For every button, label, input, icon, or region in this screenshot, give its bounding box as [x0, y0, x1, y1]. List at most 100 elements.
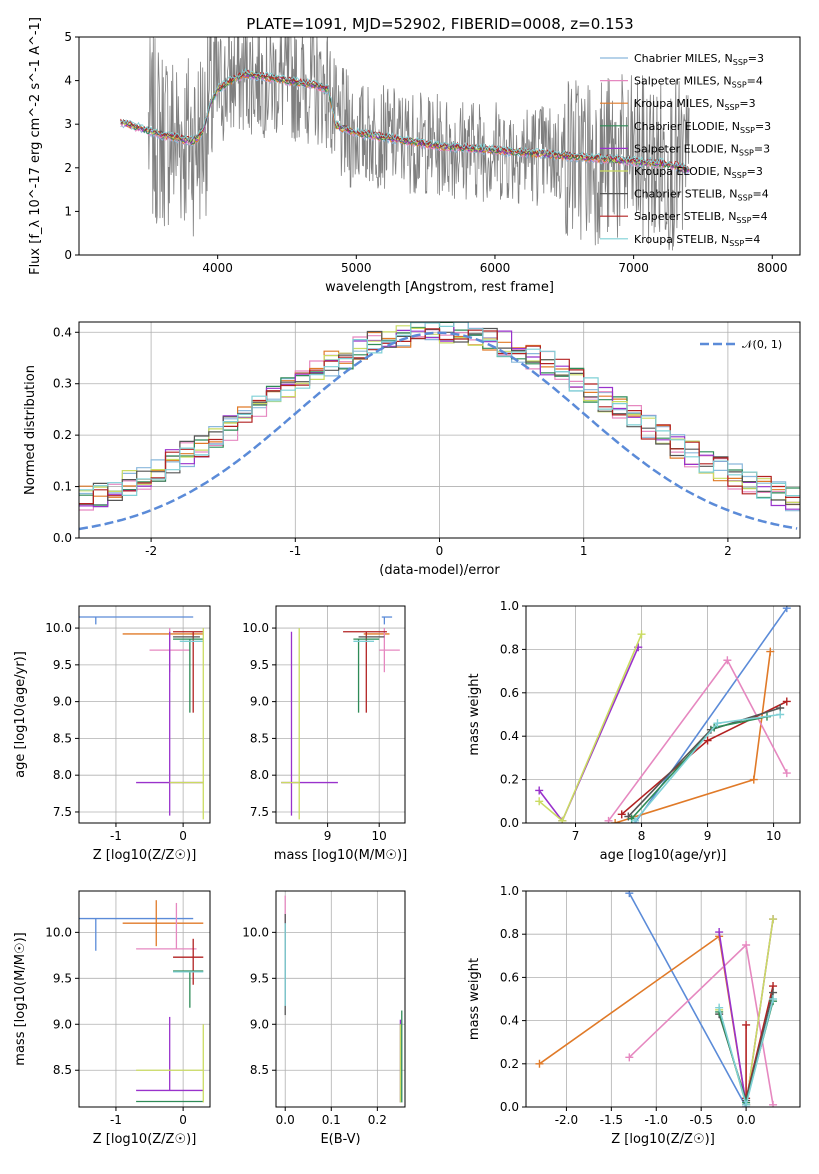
mass-vs-EBV-axes: [276, 891, 405, 1107]
gaussian-reference-line: [79, 331, 798, 531]
x-tick-label: 6000: [480, 261, 511, 275]
errorbar-point: [169, 628, 204, 820]
y-tick-label: 1.0: [500, 884, 519, 898]
axes-frame: [275, 890, 406, 1108]
mass-weight-vs-Z-axes: [526, 890, 800, 1108]
mass-vs-Z-ylabel: mass [log10(M/M☉)]: [13, 932, 28, 1065]
mass-weight-vs-age-plot-area: [535, 606, 791, 823]
y-tick-label: 0.8: [500, 642, 519, 656]
weight-marker: [769, 995, 778, 1003]
y-tick-label: 0.6: [500, 970, 519, 984]
mass-vs-Z-frame: -1 0 8.5 9.0 9.5 10.0 Z [log10(Z/Z☉)] mass [log…: [13, 890, 211, 1147]
x-tick-label: 0: [179, 829, 187, 843]
x-tick-label: 1: [580, 544, 588, 558]
legend-label: Chabrier STELIB, NSSP=4: [634, 188, 769, 203]
y-tick-label: 9.0: [53, 695, 72, 709]
x-tick-label: 0: [179, 1113, 187, 1127]
x-tick-label: 8: [638, 829, 646, 843]
y-tick-label: 0.3: [53, 377, 72, 391]
weight-marker: [776, 710, 785, 719]
mass-weight-vs-Z-frame: -2.0 -1.5 -1.0 -0.5 0.0 0.0 0.2 0.4 0.6 0.8 1.0 Z […: [467, 884, 801, 1147]
x-tick-label: -1: [289, 544, 301, 558]
x-tick-label: 0.1: [322, 1113, 341, 1127]
axes-frame: [78, 36, 801, 256]
weight-marker: [611, 819, 620, 823]
weight-marker: [782, 606, 791, 613]
legend-subscript: SSP: [740, 126, 755, 135]
weight-marker: [535, 1059, 544, 1068]
y-tick-label: 0.0: [500, 816, 519, 830]
legend-label: Kroupa STELIB, NSSP=4: [634, 233, 760, 248]
mass-weight-vs-age-frame: 7 8 9 10 0.0 0.2 0.4 0.6 0.8 1.0 age [log10(age/yr…: [467, 599, 801, 863]
weight-marker: [630, 816, 639, 823]
axes-frame: [78, 890, 211, 1108]
age-vs-mass-frame: 9 10 7.5 8.0 8.5 9.0 9.5 10.0 mass [log10(M/M☉)]: [242, 605, 407, 863]
y-tick-label: 10.0: [242, 621, 269, 635]
legend-subscript: SSP: [729, 239, 744, 248]
mass-weight-vs-Z-plot-area: [535, 891, 778, 1107]
mass-vs-EBV-plot-area: [284, 895, 403, 1103]
weight-series: [627, 712, 771, 823]
y-tick-label: 0.2: [53, 428, 72, 442]
y-tick-label: 9.0: [250, 695, 269, 709]
weight-series: [604, 656, 791, 823]
age-vs-Z-frame: -1 0 7.5 8.0 8.5 9.0 9.5 10.0 Z [log10(Z/Z☉)] age…: [13, 605, 211, 863]
legend-label: Salpeter ELODIE, NSSP=3: [634, 142, 770, 157]
histogram-legend: 𝒩(0, 1): [700, 338, 782, 351]
weight-marker: [766, 647, 775, 656]
y-tick-label: 0.0: [500, 1100, 519, 1114]
errorbar-point: [343, 631, 387, 713]
x-tick-label: -1: [110, 1113, 122, 1127]
mass-vs-EBV-frame: 0.0 0.1 0.2 8.5 9.0 9.5 10.0 E(B-V): [242, 890, 406, 1147]
legend-label: Chabrier MILES, NSSP=3: [634, 52, 764, 67]
y-tick-label: 9.5: [53, 658, 72, 672]
legend-subscript: SSP: [733, 58, 748, 67]
y-tick-label: 10.0: [242, 925, 269, 939]
weight-marker: [713, 719, 722, 728]
y-tick-label: 8.0: [53, 768, 72, 782]
legend-nssp: =4: [747, 75, 763, 88]
y-tick-label: 8.0: [250, 768, 269, 782]
age-vs-Z-plot-area: [79, 616, 204, 820]
x-tick-label: -2.0: [555, 1113, 578, 1127]
mass-weight-vs-age-ylabel: mass weight: [467, 673, 482, 755]
x-tick-label: 0.0: [737, 1113, 756, 1127]
errorbar-point: [122, 900, 204, 947]
y-tick-label: 0.0: [53, 531, 72, 545]
weight-marker: [782, 697, 791, 706]
legend-nssp: =4: [753, 188, 769, 201]
y-tick-label: 1.0: [500, 599, 519, 613]
y-tick-label: 8.5: [53, 731, 72, 745]
weight-marker: [703, 736, 712, 745]
weight-marker: [604, 816, 613, 823]
y-tick-label: 1: [64, 204, 72, 218]
errorbar-point: [136, 1016, 204, 1092]
weight-series: [535, 630, 646, 823]
x-tick-label: 4000: [202, 261, 233, 275]
y-tick-label: 5: [64, 30, 72, 44]
errorbar-point: [136, 902, 197, 950]
weight-marker: [723, 656, 732, 665]
weight-line: [538, 646, 639, 823]
x-tick-label: 8000: [757, 261, 788, 275]
weight-marker: [617, 810, 626, 819]
weight-series: [630, 710, 785, 823]
age-vs-mass-axes: [276, 606, 405, 823]
legend-nssp: =3: [747, 165, 763, 178]
weight-marker: [625, 1053, 634, 1062]
weight-marker: [715, 928, 724, 937]
x-tick-label: 0.0: [276, 1113, 295, 1127]
weight-marker: [558, 816, 567, 823]
weight-marker: [742, 1100, 751, 1107]
data-spectrum-line: [147, 37, 690, 251]
y-tick-label: 0: [64, 248, 72, 262]
x-tick-label: 9: [704, 829, 712, 843]
legend-nssp: =4: [744, 233, 760, 246]
spectrum-legend: Chabrier MILES, NSSP=3 Salpeter MILES, NS…: [600, 52, 771, 248]
legend-label: Chabrier ELODIE, NSSP=3: [634, 120, 771, 135]
age-vs-mass-plot-area: [281, 616, 400, 820]
y-tick-label: 0.4: [500, 1014, 519, 1028]
errorbar-point: [379, 628, 400, 673]
spectrum-xlabel: wavelength [Angstrom, rest frame]: [325, 280, 554, 295]
mass-vs-Z-plot-area: [79, 900, 204, 1103]
